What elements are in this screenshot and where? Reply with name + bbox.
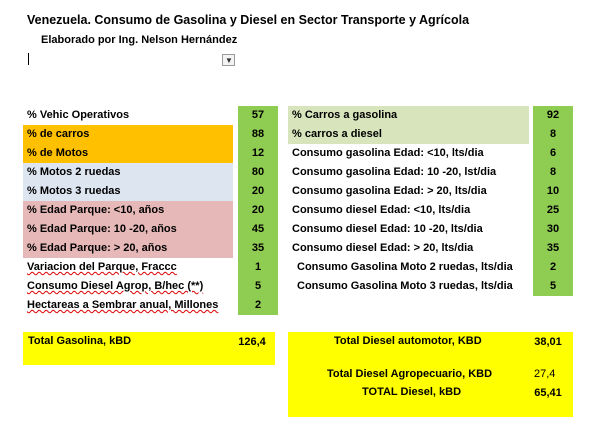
right-value-carros-diesel[interactable]: 8 [533,125,573,144]
right-label-gas-lt10: Consumo gasolina Edad: <10, lts/dia [292,147,484,159]
total-diesel-box: Total Diesel automotor, KBD 38,01 Total … [288,332,573,417]
right-value-diesel-10-20[interactable]: 30 [533,220,573,239]
left-value-edad-lt10[interactable]: 20 [238,201,278,220]
right-value-gas-10-20[interactable]: 8 [533,163,573,182]
right-label-gas-gt20: Consumo gasolina Edad: > 20, lts/dia [292,185,487,197]
right-label-diesel-lt10: Consumo diesel Edad: <10, lts/dia [292,204,471,216]
right-value-gas-gt20[interactable]: 10 [533,182,573,201]
total-diesel-agro-value[interactable]: 27,4 [534,368,556,380]
total-diesel-agro-label: Total Diesel Agropecuario, KBD [327,368,493,380]
left-label-motos-2-ruedas: % Motos 2 ruedas [23,163,233,182]
total-gasolina-box: Total Gasolina, kBD 126,4 [23,332,275,365]
chevron-down-icon: ▼ [225,56,233,65]
right-label-diesel-gt20: Consumo diesel Edad: > 20, lts/dia [292,242,474,254]
right-value-moto-3-ruedas[interactable]: 5 [533,277,573,296]
right-label-moto-2-ruedas: Consumo Gasolina Moto 2 ruedas, lts/dia [297,261,513,273]
right-label-moto-3-ruedas: Consumo Gasolina Moto 3 ruedas, lts/dia [297,280,513,292]
total-diesel-label: TOTAL Diesel, kBD [362,386,462,398]
total-diesel-value[interactable]: 65,41 [534,387,562,399]
left-label-edad-10-20: % Edad Parque: 10 -20, años [23,220,233,239]
left-label-motos-3-ruedas: % Motos 3 ruedas [23,182,233,201]
consumo-diesel-agrop-text: Consumo Diesel Agrop, B/hec (**) [27,280,204,292]
right-value-diesel-gt20[interactable]: 35 [533,239,573,258]
total-gasolina-value[interactable]: 126,4 [238,336,266,348]
total-diesel-auto-value[interactable]: 38,01 [534,336,562,348]
left-value-variacion-parque[interactable]: 1 [238,258,278,277]
left-label-variacion-parque: Variacion del Parque, Fraccc [23,258,233,277]
right-value-moto-2-ruedas[interactable]: 2 [533,258,573,277]
right-label-carros-gasolina: % Carros a gasolina [288,106,529,125]
total-diesel-auto-label: Total Diesel automotor, KBD [334,335,482,347]
left-label-consumo-diesel-agrop: Consumo Diesel Agrop, B/hec (**) [23,277,233,296]
hectareas-text: Hectareas a Sembrar anual, Millones [27,299,219,311]
left-value-motos-3-ruedas[interactable]: 20 [238,182,278,201]
left-label-hectareas: Hectareas a Sembrar anual, Millones [23,296,233,315]
left-label-edad-lt10: % Edad Parque: <10, años [23,201,233,220]
left-label-vehic-operativos: % Vehic Operativos [27,109,130,121]
left-value-edad-10-20[interactable]: 45 [238,220,278,239]
right-label-carros-diesel: % carros a diesel [288,125,529,144]
right-value-carros-gasolina[interactable]: 92 [533,106,573,125]
variacion-parque-text: Variacion del Parque, Fraccc [27,261,177,273]
sheet-title: Venezuela. Consumo de Gasolina y Diesel … [27,13,470,27]
right-value-diesel-lt10[interactable]: 25 [533,201,573,220]
left-label-edad-gt20: % Edad Parque: > 20, años [23,239,233,258]
left-value-de-motos[interactable]: 12 [238,144,278,163]
text-cursor [28,53,29,65]
total-gasolina-label: Total Gasolina, kBD [28,335,132,347]
left-value-motos-2-ruedas[interactable]: 80 [238,163,278,182]
left-value-edad-gt20[interactable]: 35 [238,239,278,258]
right-label-gas-10-20: Consumo gasolina Edad: 10 -20, lst/dia [288,163,529,182]
left-label-de-carros: % de carros [23,125,233,144]
left-value-vehic-operativos[interactable]: 57 [238,106,278,125]
right-label-diesel-10-20: Consumo diesel Edad: 10 -20, lts/dia [292,223,483,235]
left-value-hectareas[interactable]: 2 [238,296,278,315]
left-value-consumo-diesel-agrop[interactable]: 5 [238,277,278,296]
left-value-de-carros[interactable]: 88 [238,125,278,144]
right-value-gas-lt10[interactable]: 6 [533,144,573,163]
filter-dropdown-button[interactable]: ▼ [222,54,235,66]
left-label-de-motos: % de Motos [23,144,233,163]
gas-10-20-text: Consumo gasolina Edad: 10 -20, lst/dia [292,166,497,178]
sheet-subtitle: Elaborado por Ing. Nelson Hernández [41,34,238,46]
